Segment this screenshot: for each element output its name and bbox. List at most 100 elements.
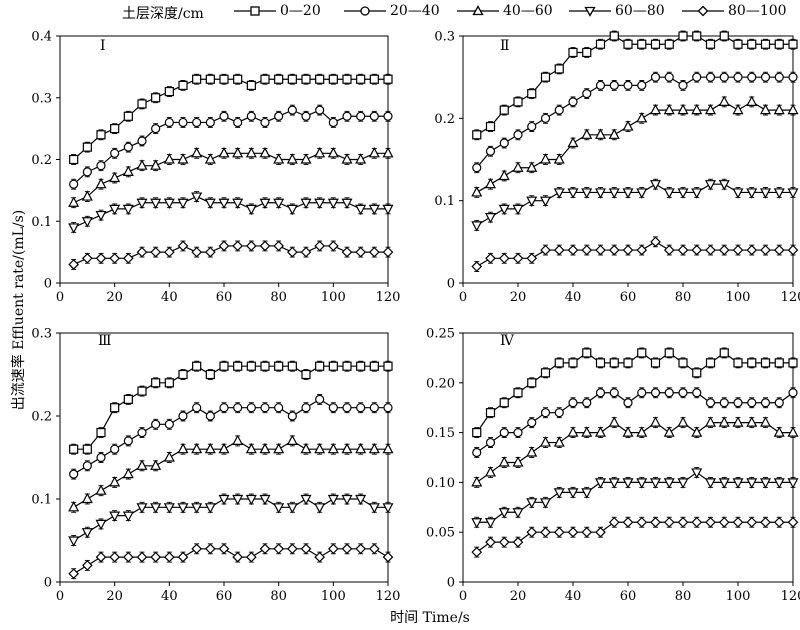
y-tick-label: 0.25 [426, 327, 455, 342]
data-point-triangle-down [595, 478, 606, 489]
data-point-square [205, 74, 215, 84]
x-tick-label: 40 [565, 589, 582, 604]
data-point-square [137, 386, 147, 396]
data-point-triangle-down [95, 519, 107, 531]
data-point-diamond [540, 244, 551, 256]
x-tick-label: 100 [726, 290, 751, 305]
legend-item-0-20: 0—20 [232, 0, 342, 22]
data-point-triangle-up [732, 416, 744, 427]
data-point-diamond [95, 252, 107, 264]
data-point-triangle-up [498, 169, 510, 181]
x-tick-label: 80 [270, 589, 287, 604]
data-point-triangle-up [191, 147, 203, 158]
data-point-triangle-up [109, 171, 121, 183]
data-point-circle [485, 437, 496, 448]
data-point-circle [233, 403, 243, 413]
data-point-diamond [760, 244, 771, 256]
data-point-circle [733, 72, 743, 82]
data-point-square [650, 358, 661, 368]
data-point-triangle-up [553, 153, 565, 164]
data-point-diamond [718, 516, 730, 528]
data-point-square [219, 74, 229, 84]
data-point-triangle-up [636, 426, 648, 437]
data-point-triangle-down [677, 478, 689, 489]
data-point-square [595, 39, 606, 49]
data-point-square [233, 361, 243, 371]
data-point-diamond [286, 543, 298, 555]
data-point-circle [123, 436, 133, 446]
data-point-diamond [608, 244, 620, 256]
y-tick-label: 0 [447, 576, 455, 591]
diamond-marker-icon [682, 5, 724, 17]
y-tick-label: 0.10 [426, 476, 455, 491]
data-point-square [485, 121, 496, 132]
data-point-diamond [300, 543, 312, 555]
data-point-diamond [787, 516, 799, 528]
series-line [476, 352, 793, 433]
data-point-square [260, 74, 270, 84]
data-point-square [692, 368, 702, 378]
data-point-triangle-up [327, 442, 339, 454]
series-line [476, 101, 793, 193]
data-point-triangle-up [485, 177, 496, 189]
data-point-square [582, 47, 592, 58]
data-point-circle [383, 403, 393, 413]
data-point-triangle-up [581, 128, 593, 139]
data-point-triangle-up [553, 436, 565, 447]
data-point-triangle-down [787, 478, 799, 489]
y-tick-label: 0.4 [31, 30, 52, 45]
data-point-triangle-up [286, 153, 298, 164]
data-point-triangle-up [232, 147, 244, 158]
data-point-square [69, 444, 79, 454]
data-point-triangle-up [163, 153, 175, 164]
data-point-triangle-down [608, 478, 620, 489]
series-line [73, 109, 388, 185]
data-point-triangle-up [526, 446, 538, 457]
data-point-circle [568, 97, 578, 107]
data-point-triangle-up [540, 436, 551, 447]
data-point-triangle-down [68, 536, 80, 547]
data-point-triangle-down [581, 188, 593, 199]
data-point-square [733, 358, 743, 368]
x-tick-label: 20 [106, 290, 123, 305]
data-point-square [760, 358, 771, 368]
triangle-up-marker-icon [457, 5, 499, 16]
data-point-triangle-up [314, 442, 326, 454]
data-point-triangle-down [81, 217, 93, 228]
data-point-triangle-down [68, 223, 80, 234]
data-point-triangle-up [691, 426, 703, 437]
data-point-square [301, 369, 311, 380]
data-point-diamond [191, 246, 203, 258]
data-point-circle [246, 403, 256, 413]
data-point-diamond [773, 244, 785, 256]
data-point-circle [315, 105, 325, 115]
data-point-square [788, 39, 798, 49]
data-point-circle [527, 121, 537, 132]
data-point-circle [692, 388, 702, 398]
data-point-diamond [512, 536, 524, 548]
data-point-diamond [471, 546, 483, 558]
data-point-triangle-down [773, 188, 785, 199]
data-point-square [192, 74, 202, 84]
y-tick-label: 0.05 [426, 526, 455, 541]
data-point-circle [664, 388, 674, 398]
data-point-circle [568, 398, 578, 408]
panel-label: Ⅰ [100, 38, 106, 54]
x-tick-label: 80 [675, 589, 692, 604]
data-point-triangle-up [787, 426, 799, 437]
data-point-triangle-up [163, 451, 175, 462]
data-point-square [692, 31, 702, 41]
data-point-triangle-up [109, 476, 121, 487]
data-point-triangle-up [718, 416, 730, 427]
x-tick-label: 40 [161, 589, 178, 604]
data-point-square [623, 358, 633, 368]
data-point-triangle-down [382, 204, 394, 216]
data-point-square [164, 86, 174, 97]
legend: 土层深度/cm 0—20 20—40 40—60 60—80 80—100 [0, 0, 800, 24]
data-point-diamond [191, 543, 203, 555]
y-tick-label: 0 [44, 277, 52, 292]
data-point-triangle-down [540, 498, 551, 509]
data-point-triangle-down [636, 478, 648, 489]
data-point-square [499, 105, 509, 115]
data-point-triangle-up [595, 128, 606, 139]
